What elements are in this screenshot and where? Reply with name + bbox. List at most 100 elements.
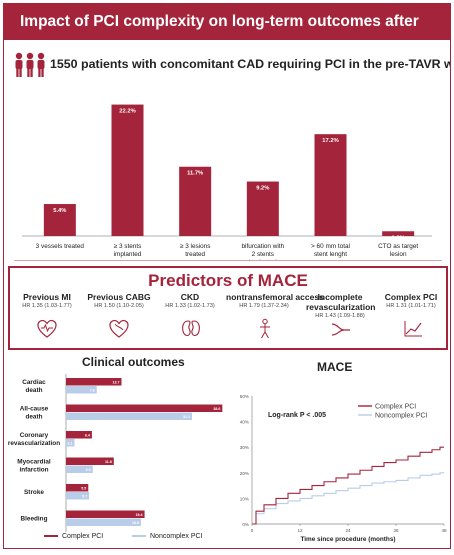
outcome-label: Coronary revascularization: [8, 432, 60, 447]
noncomplex-pci-bar: [66, 492, 90, 500]
noncomplex-pci-bar: [66, 412, 192, 420]
bar-value-label: 38.6: [213, 407, 220, 411]
predictor-hr: HR 1.31 (1.01-1.71): [386, 303, 436, 309]
access-body-icon: [260, 318, 270, 339]
complex-pci-bar: [66, 484, 89, 492]
category-label: ≥ 3 stents implanted: [114, 243, 142, 258]
legend-swatch: [44, 535, 58, 538]
page-title: Impact of PCI complexity on long-term ou…: [4, 4, 450, 66]
bar: [179, 166, 212, 236]
bar-value-label: 7.6: [90, 389, 95, 393]
clinical-outcomes-title: Clinical outcomes: [82, 355, 185, 369]
category-label: > 60 mm total stent lenght: [311, 243, 350, 258]
x-tick-label: 0: [251, 528, 254, 533]
y-tick-label: 30%: [240, 445, 249, 450]
x-tick-label: 12: [297, 528, 303, 533]
bar-value-label: 18.5: [132, 521, 139, 525]
bar-value-label: 5.5: [81, 487, 86, 491]
outcome-label: All-cause death: [20, 406, 49, 421]
trend-chart-icon: [404, 321, 422, 337]
log-rank-annotation: Log-rank P < .005: [268, 412, 326, 419]
y-tick-label: 10%: [240, 496, 249, 501]
legend-noncomplex-pci: Noncomplex PCI: [132, 533, 203, 540]
predictor-hr: HR 1.33 (1.02-1.73): [165, 303, 215, 309]
bar-value-label: 5.4%: [53, 208, 66, 214]
x-tick-label: 24: [345, 528, 351, 533]
complex-pci-bar: [66, 404, 223, 412]
predictor-name: Previous CABG: [87, 292, 151, 302]
bar-value-label: 6.4: [85, 434, 90, 438]
infographic: Impact of PCI complexity on long-term ou…: [3, 3, 451, 549]
pci-complexity-bar-chart: 5.4% 3 vessels treated 22.2% ≥ 3 stents impl…: [22, 104, 432, 260]
legend-complex-pci: Complex PCI: [44, 533, 103, 540]
bar-value-label: 9.2%: [256, 186, 269, 192]
category-label: CTO as target lesion: [378, 243, 418, 258]
heart-icon: [37, 319, 57, 338]
section-divider: [14, 260, 442, 261]
noncomplex-pci-bar: [66, 518, 141, 526]
outcome-label: Cardiac death: [22, 379, 46, 394]
bar: [246, 181, 279, 236]
predictor-previous-cabg: Previous CABG HR 1.50 (1.10-2.05): [84, 292, 154, 309]
bar-value-label: 13.7: [112, 381, 119, 385]
people-icon: [15, 52, 45, 77]
outcome-label: Myocardial infarction: [17, 459, 51, 474]
y-tick-label: 20%: [240, 471, 249, 476]
predictor-hr: HR 1.35 (1.03-1.77): [22, 303, 72, 309]
predictor-hr: HR 1.43 (1.09-1.88): [315, 313, 365, 319]
predictor-hr: HR 1.50 (1.10-2.05): [94, 303, 144, 309]
kidney-icon: [182, 320, 200, 336]
category-label: 3 vessels treated: [36, 243, 85, 250]
complex-pci-bar: [66, 431, 92, 439]
predictor-ckd: CKD HR 1.33 (1.02-1.73): [157, 292, 223, 309]
population-row: 1550 patients with concomitant CAD requi…: [14, 52, 450, 78]
mace-title: MACE: [317, 360, 353, 374]
bar-value-label: 22.2%: [119, 109, 135, 115]
clinical-outcomes-legend: Complex PCI Noncomplex PCI: [4, 533, 232, 547]
predictor-hr: HR 1.79 (1.37-2.34): [239, 303, 289, 309]
category-label: ≥ 3 lesions treated: [180, 243, 211, 258]
x-axis-label: Time since procedure (months): [300, 536, 395, 543]
bar: [43, 204, 76, 236]
legend-label: Noncomplex PCI: [150, 533, 203, 540]
y-tick-label: 0%: [242, 522, 249, 527]
noncomplex-pci-bar: [66, 439, 75, 447]
predictor-complex-pci: Complex PCI HR 1.31 (1.01-1.71): [376, 292, 446, 309]
predictor-name: nontransfemoral access: [226, 292, 324, 302]
predictors-panel: Predictors of MACE Previous MI HR 1.35 (…: [8, 266, 448, 350]
y-tick-label: 50%: [240, 394, 249, 399]
complex-pci-bar: [66, 378, 122, 386]
y-tick-label: 40%: [240, 420, 249, 425]
complex-pci-line: [252, 446, 444, 525]
predictor-name: Incomplete revascularization: [306, 292, 376, 312]
bar-value-label: 2.1: [68, 442, 73, 446]
outcome-label: Bleeding: [21, 516, 48, 523]
x-tick-label: 36: [393, 528, 399, 533]
complex-pci-bar: [66, 510, 145, 518]
predictor-name: Previous MI: [23, 292, 71, 302]
x-tick-label: 48: [441, 528, 447, 533]
mace-km-chart: 0% 10% 20% 30% 40% 50% 0 12 24 36 48 Complex PCI Non…: [240, 394, 447, 543]
complex-pci-bar: [66, 457, 114, 465]
vessel-icon: [331, 323, 350, 336]
bar-value-label: 6.6: [86, 468, 91, 472]
population-title: 1550 patients with concomitant CAD requi…: [50, 57, 451, 71]
bar: [111, 104, 144, 236]
bar-value-label: 0.8%: [392, 235, 405, 241]
predictor-nontransfemoral-access: nontransfemoral access HR 1.79 (1.37-2.3…: [226, 292, 324, 309]
bar: [382, 231, 415, 236]
clinical-outcomes-chart: Cardiac death 13.7 7.6 All-cause death 38.6 31.…: [8, 374, 223, 532]
outcome-label: Stroke: [24, 489, 44, 496]
noncomplex-pci-bar: [66, 465, 93, 473]
predictor-name: Complex PCI: [384, 292, 438, 302]
legend-label: Complex PCI: [375, 404, 416, 411]
predictor-incomplete-revascularization: Incomplete revascularization HR 1.43 (1.…: [306, 292, 376, 319]
predictor-name: CKD: [180, 292, 200, 302]
predictor-previous-mi: Previous MI HR 1.35 (1.03-1.77): [14, 292, 80, 309]
bar-value-label: 5.7: [82, 495, 87, 499]
heart-bypass-icon: [109, 319, 129, 338]
predictors-title: Predictors of MACE: [148, 271, 308, 290]
bar-value-label: 19.4: [136, 513, 143, 517]
bar-value-label: 31.1: [183, 415, 190, 419]
